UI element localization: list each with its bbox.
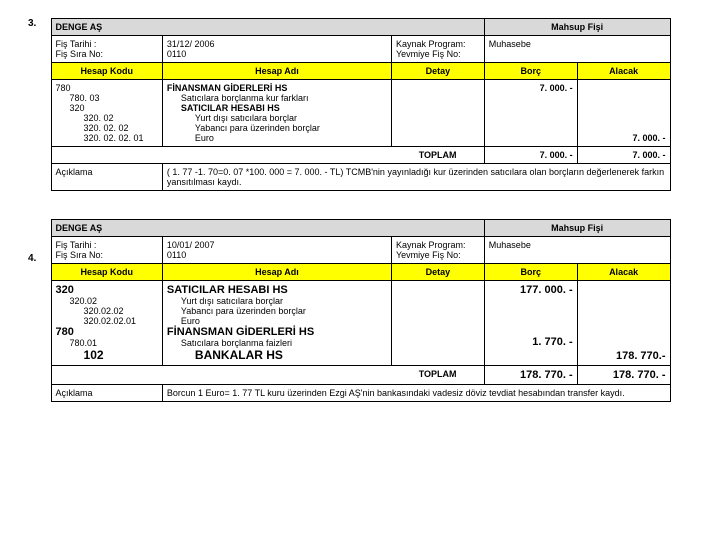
- col-detail: Detay: [391, 63, 484, 80]
- desc-text: ( 1. 77 -1. 70=0. 07 *100. 000 = 7. 000.…: [162, 164, 670, 191]
- voucher-type: Mahsup Fişi: [484, 19, 670, 36]
- debit-cell: 7. 000. -: [484, 80, 577, 147]
- credit-cell: 7. 000. -: [577, 80, 670, 147]
- col-credit: Alacak: [577, 264, 670, 281]
- total-debit: 178. 770. -: [484, 366, 577, 385]
- desc-label: Açıklama: [51, 164, 162, 191]
- total-label: TOPLAM: [391, 147, 484, 164]
- detail-cell: [391, 80, 484, 147]
- col-code: Hesap Kodu: [51, 264, 162, 281]
- col-name: Hesap Adı: [162, 264, 391, 281]
- company-name: DENGE AŞ: [51, 19, 484, 36]
- voucher-number: 3.: [28, 18, 48, 29]
- src-prog-value: Muhasebe: [484, 237, 670, 264]
- col-credit: Alacak: [577, 63, 670, 80]
- account-codes: 780 780. 03 320 320. 02 320. 02. 02 320.…: [51, 80, 162, 147]
- col-name: Hesap Adı: [162, 63, 391, 80]
- voucher-table: DENGE AŞ Mahsup Fişi Fiş Tarihi : Fiş Sı…: [51, 219, 671, 402]
- desc-text: Borcun 1 Euro= 1. 77 TL kuru üzerinden E…: [162, 385, 670, 402]
- voucher-table: DENGE AŞ Mahsup Fişi Fiş Tarihi : Fiş Sı…: [51, 18, 671, 191]
- col-code: Hesap Kodu: [51, 63, 162, 80]
- account-codes: 320 320.02 320.02.02 320.02.02.01 780 78…: [51, 281, 162, 366]
- desc-label: Açıklama: [51, 385, 162, 402]
- date-seq-values: 10/01/ 2007 0110: [162, 237, 391, 264]
- total-credit: 7. 000. -: [577, 147, 670, 164]
- src-prog-value: Muhasebe: [484, 36, 670, 63]
- debit-cell: 177. 000. - 1. 770. -: [484, 281, 577, 366]
- voucher-number: 4.: [28, 219, 48, 264]
- date-seq-labels: Fiş Tarihi : Fiş Sıra No:: [51, 36, 162, 63]
- date-seq-values: 31/12/ 2006 0110: [162, 36, 391, 63]
- col-detail: Detay: [391, 264, 484, 281]
- voucher-4: 4. DENGE AŞ Mahsup Fişi Fiş Tarihi : Fiş…: [28, 219, 692, 402]
- total-debit: 7. 000. -: [484, 147, 577, 164]
- date-seq-labels: Fiş Tarihi : Fiş Sıra No:: [51, 237, 162, 264]
- src-journal-labels: Kaynak Program: Yevmiye Fiş No:: [391, 237, 484, 264]
- voucher-type: Mahsup Fişi: [484, 220, 670, 237]
- detail-cell: [391, 281, 484, 366]
- account-names: FİNANSMAN GİDERLERİ HS Satıcılara borçla…: [162, 80, 391, 147]
- company-name: DENGE AŞ: [51, 220, 484, 237]
- account-names: SATICILAR HESABI HS Yurt dışı satıcılara…: [162, 281, 391, 366]
- col-debit: Borç: [484, 63, 577, 80]
- col-debit: Borç: [484, 264, 577, 281]
- credit-cell: 178. 770.-: [577, 281, 670, 366]
- voucher-3: 3. DENGE AŞ Mahsup Fişi Fiş Tarihi : Fiş…: [28, 18, 692, 191]
- total-credit: 178. 770. -: [577, 366, 670, 385]
- total-label: TOPLAM: [391, 366, 484, 385]
- src-journal-labels: Kaynak Program: Yevmiye Fiş No:: [391, 36, 484, 63]
